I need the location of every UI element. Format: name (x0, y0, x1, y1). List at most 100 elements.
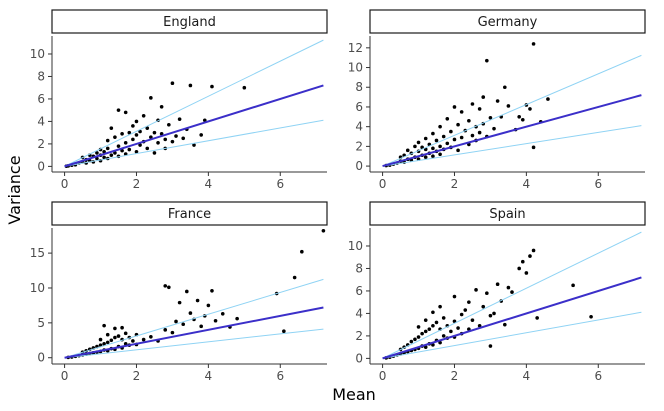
fit-line (382, 276, 642, 360)
data-point (163, 328, 168, 332)
data-point (159, 131, 164, 136)
data-point (156, 140, 160, 145)
data-point (149, 135, 153, 139)
data-point (210, 84, 214, 89)
y-tick-label: 8 (355, 261, 363, 275)
data-point (431, 131, 435, 136)
panel-germany: Germany 0 2 4 6 0 2 4 6 8 10 12 (348, 9, 646, 191)
data-point (163, 137, 168, 142)
data-point (141, 337, 146, 342)
data-point (98, 337, 103, 342)
panel-strip (369, 201, 646, 226)
data-point (192, 143, 196, 147)
data-point (152, 130, 157, 135)
fit-line (64, 306, 324, 359)
data-point (531, 145, 536, 150)
data-point (235, 316, 239, 321)
data-point (452, 319, 457, 324)
data-point (105, 340, 110, 345)
data-point (199, 324, 203, 329)
data-point (95, 156, 99, 161)
y-tick-label: 8 (355, 80, 363, 94)
data-point (423, 155, 428, 160)
data-point (470, 133, 475, 138)
upper-bound-line (382, 54, 642, 167)
x-tick-label: 6 (594, 177, 602, 191)
data-point (321, 228, 326, 233)
data-point (452, 137, 457, 142)
data-point (202, 118, 207, 123)
y-tick-label: 0 (355, 159, 363, 173)
data-point (149, 96, 153, 100)
data-point (413, 144, 417, 149)
data-point (188, 311, 193, 315)
y-tick-label: 6 (355, 284, 363, 298)
y-tick-label: 5 (37, 316, 45, 330)
data-point (145, 126, 150, 130)
data-point (131, 339, 135, 343)
data-point (459, 135, 464, 140)
data-point (423, 318, 428, 322)
data-point (488, 313, 493, 318)
data-point (113, 151, 117, 155)
data-point (102, 323, 106, 328)
y-tick-label: 15 (30, 246, 45, 260)
data-point (102, 341, 106, 346)
data-point (431, 310, 435, 315)
x-tick-label: 4 (523, 369, 531, 383)
panel-england: England 0 2 4 6 0 2 4 6 8 10 (30, 9, 328, 191)
data-point (477, 107, 482, 111)
lower-bound-line (382, 311, 642, 359)
data-point (438, 144, 442, 149)
data-point (467, 118, 471, 123)
data-point (105, 146, 110, 151)
data-point (467, 300, 471, 304)
data-point (531, 42, 536, 46)
data-point (167, 285, 171, 290)
data-point (210, 288, 214, 293)
y-tick-label: 0 (37, 159, 45, 173)
data-point (431, 343, 435, 347)
data-point (152, 151, 157, 155)
data-point (141, 114, 146, 118)
data-point (495, 99, 500, 103)
data-point (506, 104, 511, 108)
plot-area (64, 228, 326, 360)
data-point (170, 139, 175, 144)
data-point (145, 146, 150, 151)
data-point (416, 335, 421, 339)
data-point (441, 334, 446, 338)
fit-line (382, 94, 642, 168)
data-point (109, 126, 114, 130)
data-point (181, 136, 186, 141)
data-point (199, 133, 203, 137)
data-point (113, 135, 117, 139)
x-tick-label: 0 (61, 369, 69, 383)
data-point (102, 155, 106, 160)
y-tick-label: 4 (355, 306, 363, 320)
x-tick-label: 2 (451, 369, 459, 383)
data-point (113, 335, 117, 340)
data-point (492, 126, 496, 131)
data-point (431, 146, 435, 151)
data-point (488, 115, 493, 120)
x-tick-label: 2 (133, 177, 141, 191)
data-point (434, 320, 439, 325)
data-point (134, 149, 139, 154)
data-point (120, 325, 124, 330)
data-point (423, 345, 428, 349)
data-point (503, 322, 507, 327)
y-tick-label: 0 (37, 351, 45, 365)
data-point (546, 97, 550, 101)
lower-bound-line (64, 119, 324, 167)
data-point (441, 316, 446, 320)
data-point (456, 326, 460, 330)
data-point (517, 115, 521, 119)
data-point (456, 148, 460, 153)
data-point (503, 85, 507, 90)
data-point (420, 331, 424, 336)
y-tick-label: 2 (355, 139, 363, 153)
data-point (470, 102, 475, 106)
panel-title: Spain (489, 207, 525, 222)
